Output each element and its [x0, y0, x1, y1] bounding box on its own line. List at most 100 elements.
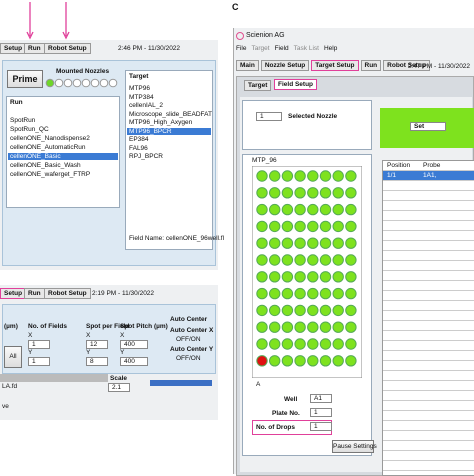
- well[interactable]: [332, 338, 344, 350]
- input[interactable]: 1: [28, 340, 50, 349]
- well[interactable]: [319, 271, 332, 283]
- tab[interactable]: Setup: [0, 43, 27, 54]
- well[interactable]: [269, 187, 281, 199]
- well[interactable]: [269, 321, 281, 333]
- well[interactable]: [294, 203, 306, 216]
- well[interactable]: [281, 271, 294, 283]
- well[interactable]: [256, 220, 268, 233]
- input[interactable]: 400: [120, 340, 148, 349]
- well[interactable]: [256, 237, 268, 249]
- well[interactable]: [256, 187, 268, 199]
- well[interactable]: [281, 287, 294, 300]
- tab[interactable]: Nozzle Setup: [260, 60, 310, 71]
- list-item[interactable]: cellenONE_waferget_FTRP: [10, 171, 91, 178]
- toggle[interactable]: OFF/ON: [176, 336, 201, 343]
- input[interactable]: 1: [28, 357, 50, 366]
- well[interactable]: [319, 338, 332, 350]
- well[interactable]: [294, 287, 306, 300]
- well[interactable]: [294, 220, 306, 233]
- well[interactable]: [294, 321, 306, 333]
- well[interactable]: [345, 203, 357, 216]
- tab[interactable]: Robot Setup: [44, 43, 91, 54]
- list-item[interactable]: MTP96_BPCR: [127, 127, 211, 135]
- slider[interactable]: [150, 380, 212, 386]
- well[interactable]: [319, 237, 332, 249]
- well[interactable]: [294, 187, 306, 199]
- well[interactable]: [294, 338, 306, 350]
- input[interactable]: 400: [120, 357, 148, 366]
- well[interactable]: [345, 338, 357, 350]
- well[interactable]: [294, 304, 306, 317]
- pause-button[interactable]: Pause Settings: [332, 440, 377, 453]
- well[interactable]: [307, 355, 319, 367]
- well[interactable]: [256, 321, 268, 333]
- tab[interactable]: Target Setup: [311, 60, 359, 71]
- subtab[interactable]: Target: [244, 80, 272, 91]
- well[interactable]: [281, 321, 294, 333]
- well[interactable]: [108, 78, 118, 88]
- well[interactable]: [345, 271, 357, 283]
- well[interactable]: [332, 271, 344, 283]
- list-item[interactable]: RPJ_BPCR: [129, 153, 163, 160]
- menu-item[interactable]: File: [236, 45, 247, 52]
- list-item[interactable]: cellenIAL_2: [129, 102, 163, 109]
- all-button[interactable]: All: [4, 346, 22, 368]
- well[interactable]: [45, 78, 55, 88]
- list-item[interactable]: cellenONE_Nanodispense2: [10, 135, 90, 142]
- well[interactable]: [281, 170, 294, 182]
- well[interactable]: [269, 237, 281, 249]
- well[interactable]: [307, 237, 319, 249]
- well[interactable]: [269, 254, 281, 266]
- well[interactable]: [345, 304, 357, 317]
- tab[interactable]: Setup: [0, 288, 27, 299]
- well[interactable]: [332, 355, 344, 367]
- menu-item[interactable]: Field: [274, 45, 289, 52]
- well[interactable]: [81, 78, 91, 88]
- well[interactable]: [269, 203, 281, 216]
- well[interactable]: [345, 287, 357, 300]
- well[interactable]: [319, 187, 332, 199]
- well[interactable]: [294, 237, 306, 249]
- tab[interactable]: Robot Setup: [44, 288, 91, 299]
- well[interactable]: [307, 287, 319, 300]
- well[interactable]: [256, 271, 268, 283]
- well[interactable]: [319, 304, 332, 317]
- well[interactable]: [307, 321, 319, 333]
- list-item[interactable]: cellenONE_AutomaticRun: [10, 144, 86, 151]
- well[interactable]: [319, 355, 332, 367]
- well[interactable]: [256, 170, 268, 182]
- well[interactable]: [319, 321, 332, 333]
- well[interactable]: [294, 355, 306, 367]
- well[interactable]: [269, 220, 281, 233]
- well[interactable]: [345, 170, 357, 182]
- well[interactable]: [281, 237, 294, 249]
- well[interactable]: [332, 287, 344, 300]
- well[interactable]: [269, 355, 281, 367]
- well[interactable]: [63, 78, 73, 88]
- well[interactable]: [307, 187, 319, 199]
- list-item[interactable]: Microscope_slide_BEADFAT: [129, 110, 212, 118]
- well[interactable]: [256, 287, 268, 300]
- well[interactable]: [307, 304, 319, 317]
- cell[interactable]: 1/1: [387, 172, 397, 179]
- well[interactable]: [345, 355, 357, 367]
- list-item[interactable]: FAL96: [129, 144, 148, 152]
- well[interactable]: [281, 254, 294, 266]
- well[interactable]: [281, 338, 294, 350]
- well[interactable]: [256, 304, 268, 317]
- prime-button[interactable]: Prime: [7, 70, 43, 88]
- input[interactable]: 12: [86, 340, 108, 349]
- tab[interactable]: Robot Setup: [383, 60, 430, 71]
- well[interactable]: [72, 78, 82, 88]
- well[interactable]: [332, 321, 344, 333]
- subtab[interactable]: Field Setup: [274, 79, 318, 90]
- menu-item[interactable]: Target: [251, 45, 270, 52]
- well[interactable]: [269, 338, 281, 350]
- well[interactable]: [345, 321, 357, 333]
- well[interactable]: [90, 78, 100, 88]
- tab[interactable]: Main: [236, 60, 259, 71]
- menu-item[interactable]: Task List: [293, 45, 319, 52]
- list-item[interactable]: cellenONE_Basic_Wash: [10, 162, 81, 169]
- well[interactable]: [332, 170, 344, 182]
- well[interactable]: [256, 355, 268, 367]
